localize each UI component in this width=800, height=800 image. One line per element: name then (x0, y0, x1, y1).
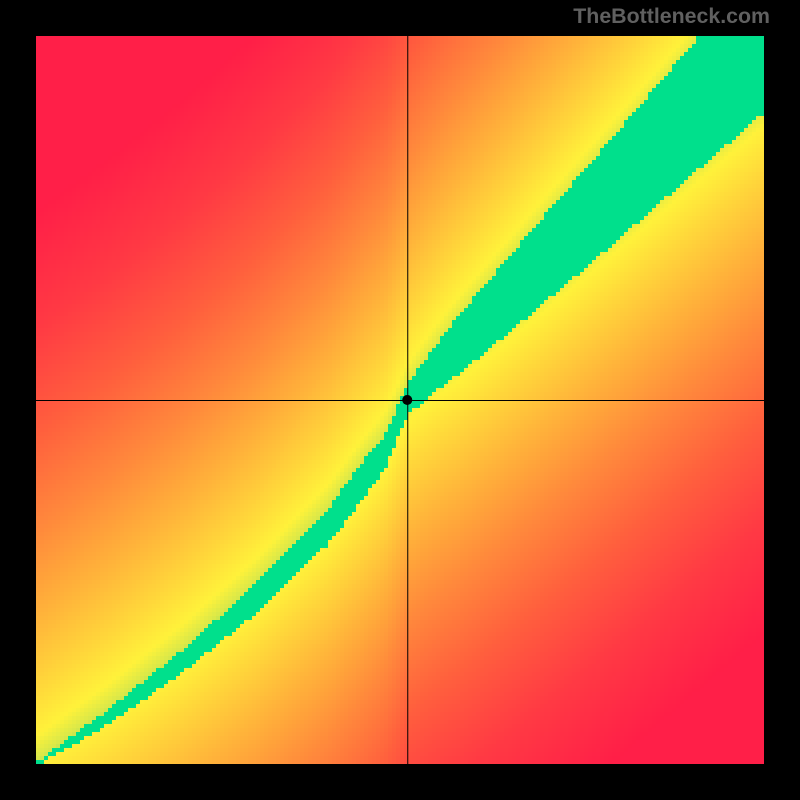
bottleneck-heatmap (36, 36, 764, 764)
figure-container: TheBottleneck.com (0, 0, 800, 800)
watermark-text: TheBottleneck.com (573, 4, 770, 29)
